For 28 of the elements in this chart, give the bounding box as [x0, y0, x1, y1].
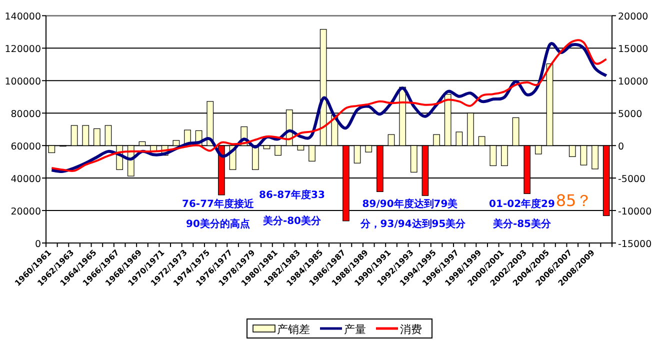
legend-label: 产量	[344, 323, 366, 336]
legend-label: 产销差	[277, 323, 310, 336]
legend-label: 消费	[400, 323, 422, 336]
y-tick-label: 140000	[4, 12, 41, 23]
y2-tick-label: 15000	[618, 44, 648, 56]
y2-tick-label: 10000	[618, 76, 648, 88]
y-tick-label: 20000	[10, 206, 41, 218]
annotation: 分，93/94达到95美分	[359, 218, 467, 230]
y2-tick-label: 0	[618, 142, 624, 153]
y2-tick-label: -5000	[618, 174, 646, 186]
y-tick-label: 100000	[4, 76, 41, 88]
y2-tick-label: -10000	[618, 206, 652, 218]
y-tick-label: 60000	[10, 142, 41, 153]
annotation: 85？	[556, 191, 592, 210]
annotation: 美分-85美分	[492, 218, 552, 230]
y-tick-label: 40000	[10, 174, 41, 186]
annotation: 90美分的高点	[186, 218, 250, 230]
annotation: 01-02年度29	[489, 198, 555, 210]
annotation: 76-77年度接近	[182, 198, 255, 210]
annotation: 86-87年度33	[259, 189, 325, 201]
y2-tick-label: 20000	[618, 12, 648, 23]
y2-tick-label: 5000	[618, 109, 642, 120]
y-tick-label: 80000	[10, 109, 41, 120]
y-tick-label: 0	[34, 239, 41, 250]
annotation: 美分-80美分	[262, 215, 322, 227]
y2-tick-label: -15000	[618, 239, 652, 250]
y-tick-label: 120000	[4, 44, 41, 56]
annotation: 89/90年度达到79美	[362, 198, 458, 210]
